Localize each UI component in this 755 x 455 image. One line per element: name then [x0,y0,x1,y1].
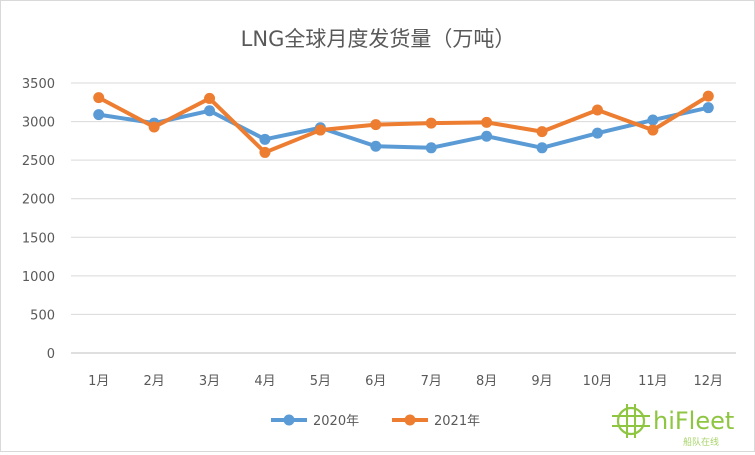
data-point [536,142,548,154]
series-lines [93,90,714,158]
legend-label-0: 2020年 [313,414,359,429]
data-point [259,133,271,145]
data-point [425,117,437,129]
x-tick-label: 8月 [476,374,497,389]
data-point [370,119,382,131]
data-point [93,92,105,104]
data-point [481,130,493,142]
data-point [370,140,382,152]
data-point [647,114,659,126]
x-tick-label: 3月 [199,374,220,389]
watermark-text: hiFleet [653,407,734,435]
x-tick-label: 12月 [694,374,724,389]
x-tick-label: 2月 [143,374,164,389]
data-point [702,90,714,102]
legend-marker-1 [404,414,416,426]
series-line-1 [96,94,711,155]
y-tick-label: 2000 [22,193,55,208]
x-tick-label: 4月 [254,374,275,389]
y-tick-label: 3000 [22,116,55,131]
watermark-logo-icon [612,404,650,438]
data-point [591,104,603,116]
data-point [204,105,216,117]
data-point [481,116,493,128]
data-point [259,146,271,158]
x-tick-label: 10月 [583,374,613,389]
y-tick-label: 500 [30,308,55,323]
y-axis-ticks: 0 500 1000 1500 2000 2500 3000 3500 [22,77,55,362]
x-tick-label: 6月 [365,374,386,389]
data-point [425,142,437,154]
data-point [536,126,548,138]
data-point [204,92,216,104]
x-axis-ticks: 1月 2月 3月 4月 5月 6月 7月 8月 9月 10月 11月 12月 [88,374,723,389]
data-point [93,109,105,121]
x-tick-label: 1月 [88,374,109,389]
x-tick-label: 7月 [421,374,442,389]
y-tick-label: 1000 [22,270,55,285]
chart-title: LNG全球月度发货量（万吨） [241,27,516,51]
x-tick-label: 5月 [310,374,331,389]
data-point [148,121,160,133]
data-point [591,127,603,139]
watermark-subtext: 船队在线 [683,436,719,448]
y-tick-label: 1500 [22,231,55,246]
x-tick-label: 9月 [531,374,552,389]
y-tick-label: 3500 [22,77,55,92]
data-point [647,124,659,136]
legend-marker-0 [283,414,295,426]
y-tick-label: 2500 [22,154,55,169]
watermark: hiFleet 船队在线 [612,404,734,448]
series-line-0 [96,105,711,150]
gridlines [71,82,736,354]
x-tick-label: 11月 [638,374,668,389]
legend: 2020年 2021年 [271,414,480,429]
data-point [314,124,326,136]
data-point [702,102,714,114]
legend-label-1: 2021年 [434,414,480,429]
y-tick-label: 0 [47,347,55,362]
